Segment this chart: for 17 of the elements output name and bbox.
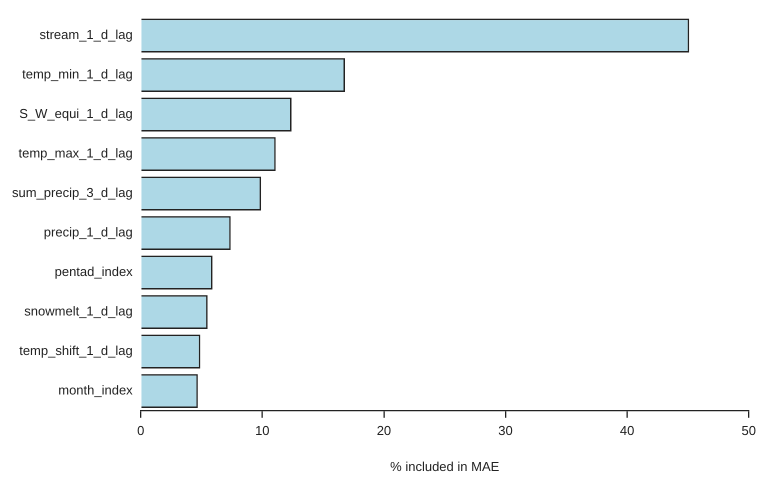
- y-tick-label: month_index: [58, 382, 134, 398]
- x-tick-label: 40: [620, 423, 634, 438]
- y-tick-label: temp_shift_1_d_lag: [19, 343, 133, 358]
- y-tick-label: snowmelt_1_d_lag: [24, 304, 133, 319]
- x-axis-title: % included in MAE: [390, 458, 500, 474]
- y-tick-label: temp_max_1_d_lag: [18, 146, 133, 161]
- x-tick-label: 10: [255, 423, 270, 438]
- x-tick-label: 50: [742, 423, 756, 438]
- y-tick-label: stream_1_d_lag: [39, 27, 133, 42]
- y-tick-label: pentad_index: [54, 264, 134, 280]
- x-tick-label: 20: [376, 423, 392, 438]
- y-tick-label: temp_min_1_d_lag: [22, 66, 133, 82]
- y-tick-label: precip_1_d_lag: [44, 224, 133, 240]
- x-tick-label: 30: [498, 423, 513, 438]
- y-tick-label: sum_precip_3_d_lag: [12, 185, 133, 200]
- x-tick-label: 0: [137, 423, 144, 438]
- y-tick-label: S_W_equi_1_d_lag: [19, 106, 133, 122]
